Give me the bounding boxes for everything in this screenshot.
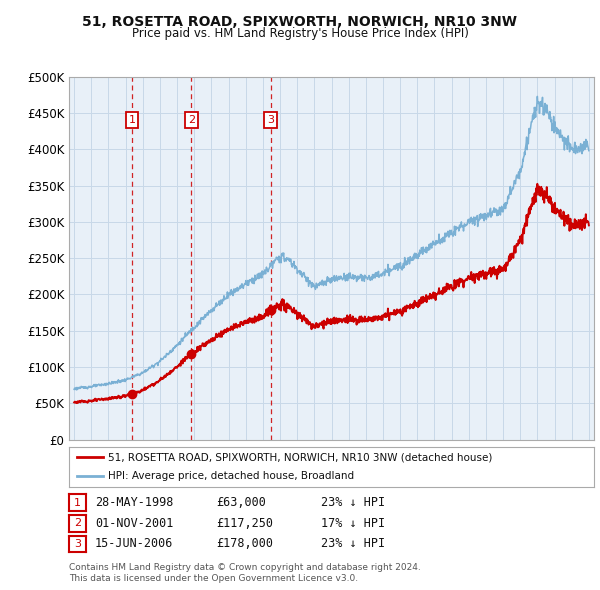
Text: 2: 2 <box>188 115 195 125</box>
Text: Contains HM Land Registry data © Crown copyright and database right 2024.
This d: Contains HM Land Registry data © Crown c… <box>69 563 421 583</box>
Text: 51, ROSETTA ROAD, SPIXWORTH, NORWICH, NR10 3NW: 51, ROSETTA ROAD, SPIXWORTH, NORWICH, NR… <box>83 15 517 30</box>
Text: Price paid vs. HM Land Registry's House Price Index (HPI): Price paid vs. HM Land Registry's House … <box>131 27 469 40</box>
Text: HPI: Average price, detached house, Broadland: HPI: Average price, detached house, Broa… <box>109 471 355 481</box>
Text: 23% ↓ HPI: 23% ↓ HPI <box>321 496 385 509</box>
Text: 3: 3 <box>267 115 274 125</box>
Text: 23% ↓ HPI: 23% ↓ HPI <box>321 537 385 550</box>
Text: 3: 3 <box>74 539 81 549</box>
Text: 1: 1 <box>74 498 81 507</box>
Text: 17% ↓ HPI: 17% ↓ HPI <box>321 517 385 530</box>
Text: £178,000: £178,000 <box>216 537 273 550</box>
Text: 51, ROSETTA ROAD, SPIXWORTH, NORWICH, NR10 3NW (detached house): 51, ROSETTA ROAD, SPIXWORTH, NORWICH, NR… <box>109 453 493 463</box>
Text: £63,000: £63,000 <box>216 496 266 509</box>
Text: 28-MAY-1998: 28-MAY-1998 <box>95 496 173 509</box>
Text: 01-NOV-2001: 01-NOV-2001 <box>95 517 173 530</box>
Text: 15-JUN-2006: 15-JUN-2006 <box>95 537 173 550</box>
Text: £117,250: £117,250 <box>216 517 273 530</box>
Text: 2: 2 <box>74 519 81 528</box>
Text: 1: 1 <box>128 115 136 125</box>
